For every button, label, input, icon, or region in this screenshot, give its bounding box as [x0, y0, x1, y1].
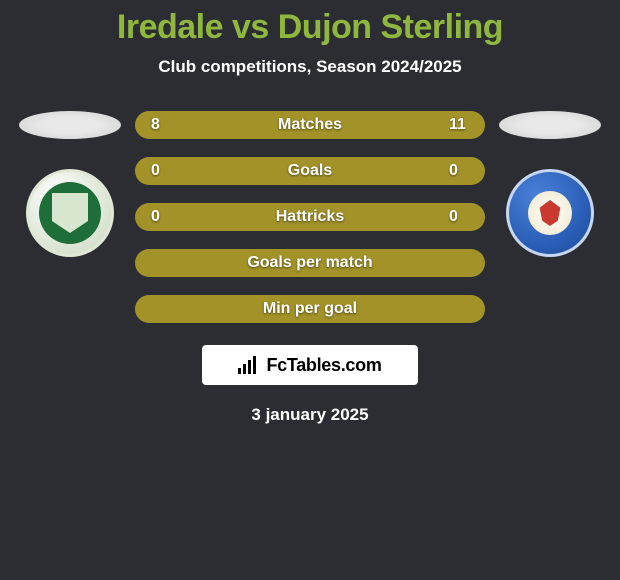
left-player-oval [19, 111, 121, 139]
bars-icon [238, 356, 260, 374]
date-text: 3 january 2025 [251, 405, 368, 425]
stat-label: Hattricks [171, 208, 449, 226]
main-row: 8 Matches 11 0 Goals 0 0 Hattricks 0 Goa… [0, 111, 620, 323]
comparison-card: Iredale vs Dujon Sterling Club competiti… [0, 0, 620, 425]
left-club-crest [26, 169, 114, 257]
subtitle: Club competitions, Season 2024/2025 [158, 57, 461, 77]
rangers-lion-icon [537, 200, 563, 226]
stat-row-min-per-goal: Min per goal [135, 295, 485, 323]
page-title: Iredale vs Dujon Sterling [117, 8, 503, 47]
stat-label: Matches [171, 116, 449, 134]
stat-label: Goals [171, 162, 449, 180]
stats-bars: 8 Matches 11 0 Goals 0 0 Hattricks 0 Goa… [130, 111, 490, 323]
hibernian-shield-icon [52, 193, 88, 233]
right-club-crest [506, 169, 594, 257]
brand-box[interactable]: FcTables.com [202, 345, 418, 385]
stat-right-value: 11 [449, 116, 469, 134]
stat-row-goals: 0 Goals 0 [135, 157, 485, 185]
stat-row-hattricks: 0 Hattricks 0 [135, 203, 485, 231]
stat-left-value: 8 [151, 116, 171, 134]
rangers-center [528, 191, 572, 235]
hibernian-inner [39, 182, 101, 244]
stat-label: Min per goal [171, 300, 449, 318]
stat-right-value: 0 [449, 162, 469, 180]
right-player-oval [499, 111, 601, 139]
brand-text: FcTables.com [266, 355, 381, 376]
stat-row-matches: 8 Matches 11 [135, 111, 485, 139]
right-player-column [490, 111, 610, 257]
stat-left-value: 0 [151, 162, 171, 180]
stat-label: Goals per match [171, 254, 449, 272]
left-player-column [10, 111, 130, 257]
stat-right-value: 0 [449, 208, 469, 226]
stat-left-value: 0 [151, 208, 171, 226]
stat-row-goals-per-match: Goals per match [135, 249, 485, 277]
